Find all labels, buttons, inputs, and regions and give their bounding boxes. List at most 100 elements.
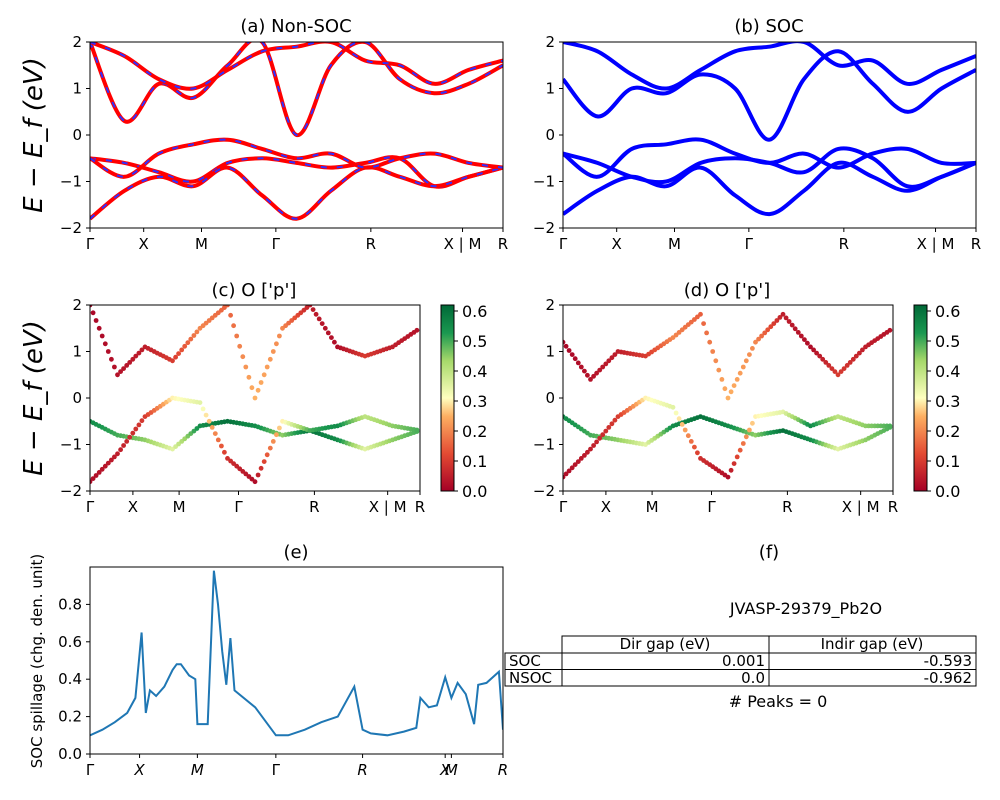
point-c-2-3-3 (179, 347, 185, 353)
point-d-2-7-2 (759, 333, 764, 339)
panel-c-title: (c) O ['p'] (212, 280, 297, 301)
cbar-d-tick-label-3: 0.3 (935, 392, 960, 411)
point-d-2-1-6 (606, 358, 612, 364)
cbar-c-tick-label-4: 0.4 (462, 362, 487, 381)
point-c-2-0-1 (90, 310, 96, 316)
point-d-2-6-1 (728, 389, 734, 395)
point-d-1-1-6 (606, 425, 612, 430)
xtick-label-b-4: R (839, 235, 849, 253)
cbar-d-tick-label-1: 0.1 (935, 452, 960, 471)
point-c-1-6-3 (261, 459, 267, 464)
point-d-2-6-7 (747, 352, 752, 357)
point-d-2-8-3 (789, 322, 795, 328)
point-c-2-6-5 (267, 356, 273, 362)
point-d-2-9-7 (829, 366, 835, 371)
xtick-label-c-4: R (309, 498, 319, 516)
xtick-label-c-3: Γ (234, 498, 243, 516)
table-col-dir: Dir gap (eV) (620, 635, 711, 653)
point-c-2-1-2 (121, 366, 126, 371)
xtick-label-d-2: M (646, 498, 659, 516)
point-d-2-10-0 (835, 372, 841, 378)
xtick-label-e-5: X (439, 761, 451, 779)
point-c-2-1-7 (136, 350, 142, 356)
point-c-2-3-7 (191, 333, 197, 338)
point-d-2-9-3 (817, 353, 823, 359)
band-dash-a-1 (90, 166, 503, 220)
point-d-2-8-6 (798, 333, 804, 339)
point-c-1-0-2 (93, 473, 99, 478)
point-d-2-1-3 (597, 367, 603, 373)
ytick-label-d-3: −1 (533, 436, 555, 454)
point-c-2-5-0 (225, 305, 230, 308)
cbar-d-tick-label-4: 0.4 (935, 362, 960, 381)
point-d-2-9-2 (814, 350, 819, 356)
xtick-label-a-2: M (195, 235, 208, 253)
ytick-label-e-0: 0.0 (58, 745, 82, 763)
point-d-1-4-6 (688, 439, 694, 444)
band-b-4 (563, 42, 976, 91)
point-c-1-6-6 (270, 439, 276, 444)
panel-b-title: (b) SOC (734, 16, 803, 37)
cbar-d-bar (913, 304, 928, 492)
point-c-1-4-2 (203, 412, 209, 418)
band-b-3 (563, 137, 976, 179)
ytick-label-b-2: 0 (545, 126, 555, 144)
point-d-2-0-4 (572, 356, 578, 362)
point-d-1-1-0 (588, 446, 593, 452)
xtick-label-a-0: Γ (86, 235, 95, 253)
point-d-2-5-8 (722, 386, 728, 392)
ytick-label-a-0: 2 (72, 33, 82, 51)
panel-a-title: (a) Non-SOC (240, 16, 351, 37)
xtick-label-d-6: R (888, 498, 898, 516)
point-d-2-6-3 (734, 377, 740, 382)
table-row-nsoc-label: NSOC (509, 669, 552, 687)
point-d-1-4-0 (670, 404, 676, 410)
point-c-1-11-8 (414, 427, 420, 433)
point-d-1-1-3 (597, 435, 603, 441)
point-d-1-6-1 (728, 467, 734, 473)
point-c-2-8-7 (329, 335, 334, 340)
point-c-1-1-0 (115, 451, 120, 457)
xtick-label-b-3: Γ (745, 235, 754, 253)
panel-e-plot: Γ X M Γ R XM R0.00.20.40.60.8 (58, 566, 508, 779)
panel-d-plot: Γ X M Γ R X | M R 2 1 0 −1 −2 (533, 296, 898, 516)
frame-e (89, 566, 504, 755)
point-d-1-1-5 (603, 428, 609, 434)
point-c-1-0-6 (105, 460, 111, 466)
point-c-1-1-4 (127, 434, 133, 440)
point-d-2-8-2 (786, 319, 792, 324)
band-dash-a-4 (90, 42, 503, 90)
point-d-2-0-3 (569, 352, 575, 357)
point-d-2-1-1 (591, 373, 596, 379)
point-d-1-1-7 (609, 421, 615, 427)
point-c-2-8-6 (325, 330, 331, 336)
cbar-d-tick-label-5: 0.5 (935, 332, 960, 351)
point-d-2-7-8 (777, 315, 783, 320)
point-c-1-6-4 (264, 452, 270, 458)
point-d-1-4-3 (679, 422, 685, 427)
point-c-2-0-6 (105, 349, 111, 354)
point-d-2-9-8 (832, 369, 838, 374)
point-c-2-1-4 (127, 360, 133, 365)
point-d-2-5-1 (701, 321, 706, 326)
point-d-1-4-7 (692, 444, 697, 450)
ylabel-row1: E − E_f (eV) (19, 57, 49, 213)
panel-b-plot: Γ X M Γ R X | M R 2 1 0 −1 −2 (533, 33, 981, 253)
point-d-1-1-4 (600, 432, 606, 438)
xtick-label-b-0: Γ (559, 235, 568, 253)
point-c-1-0-1 (90, 476, 96, 481)
point-c-1-0-5 (102, 463, 108, 469)
point-d-2-10-3 (844, 363, 850, 368)
xtick-label-c-6: R (415, 498, 425, 516)
ytick-label-c-0: 2 (72, 296, 82, 314)
point-c-1-4-8 (222, 449, 227, 455)
point-c-2-5-5 (240, 354, 246, 360)
point-c-2-6-4 (264, 364, 270, 370)
xtick-label-d-3: Γ (707, 498, 716, 516)
point-c-2-0-2 (93, 318, 99, 323)
point-d-2-1-0 (588, 377, 593, 382)
ylabel-row2: E − E_f (eV) (19, 320, 49, 476)
point-d-2-0-0 (563, 339, 566, 345)
xtick-label-e-4: R (357, 761, 367, 779)
point-d-2-1-8 (612, 352, 618, 357)
